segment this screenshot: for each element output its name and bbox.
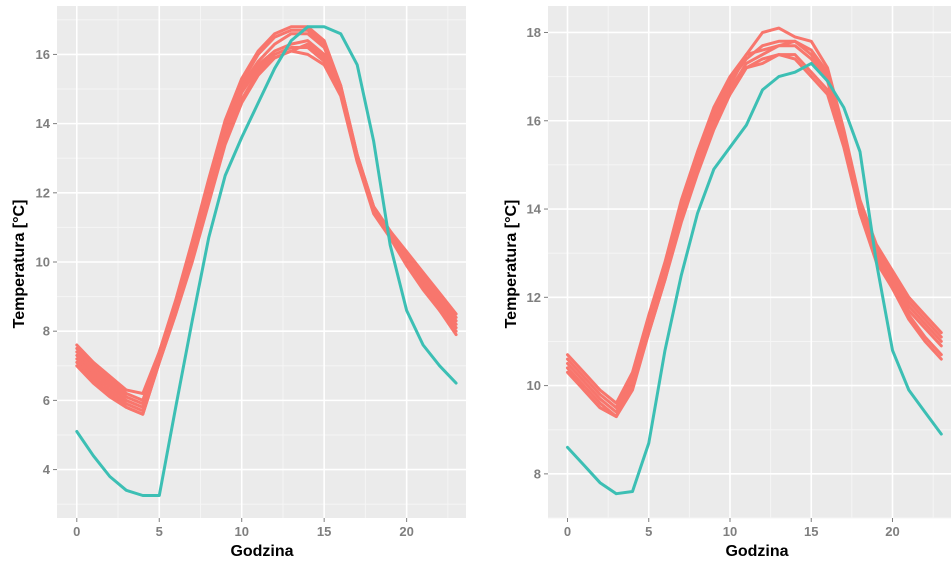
series-line-5 bbox=[566, 53, 943, 418]
y-tick-label: 12 bbox=[527, 290, 541, 305]
chart-panel-1: 0 5 10 15 20 4 6 8 10 12 14 16 Godzina Temperatura [°… bbox=[11, 6, 466, 560]
y-axis-title: Temperatura [°C] bbox=[11, 200, 28, 329]
x-tick-label: 5 bbox=[156, 524, 163, 539]
y-tick-label: 14 bbox=[36, 116, 51, 131]
series-line-1 bbox=[566, 26, 943, 405]
x-tick-label: 10 bbox=[723, 524, 737, 539]
x-tick-label: 5 bbox=[645, 524, 652, 539]
series-group bbox=[566, 26, 943, 496]
y-tick-label: 18 bbox=[527, 25, 541, 40]
series-line-8 bbox=[75, 25, 458, 497]
y-tick-label: 10 bbox=[527, 378, 541, 393]
y-tick-label: 8 bbox=[534, 466, 541, 481]
y-tick-label: 14 bbox=[527, 202, 542, 217]
series-group bbox=[75, 25, 458, 497]
y-tick-label: 16 bbox=[527, 113, 541, 128]
x-axis-title: Godzina bbox=[725, 543, 788, 560]
x-tick-label: 0 bbox=[564, 524, 571, 539]
y-tick-label: 6 bbox=[43, 393, 50, 408]
y-tick-label: 8 bbox=[43, 324, 50, 339]
x-tick-label: 10 bbox=[234, 524, 248, 539]
chart-panel-2: 0 5 10 15 20 8 10 12 14 16 18 Godzina Temperatura [°… bbox=[503, 6, 951, 560]
y-tick-label: 4 bbox=[43, 462, 51, 477]
x-tick-label: 20 bbox=[885, 524, 899, 539]
series-line-3 bbox=[566, 39, 943, 414]
y-axis-title: Temperatura [°C] bbox=[503, 200, 520, 329]
series-line-6 bbox=[566, 53, 943, 418]
y-tick-label: 16 bbox=[36, 47, 50, 62]
x-axis-title: Godzina bbox=[230, 543, 293, 560]
x-tick-label: 0 bbox=[73, 524, 80, 539]
x-tick-label: 15 bbox=[804, 524, 818, 539]
series-line-2 bbox=[75, 28, 458, 402]
series-line-7 bbox=[75, 42, 458, 416]
series-line-7 bbox=[566, 61, 943, 496]
x-tick-label: 20 bbox=[399, 524, 413, 539]
y-tick-label: 12 bbox=[36, 185, 50, 200]
y-tick-label: 10 bbox=[36, 255, 50, 270]
x-tick-label: 15 bbox=[317, 524, 331, 539]
